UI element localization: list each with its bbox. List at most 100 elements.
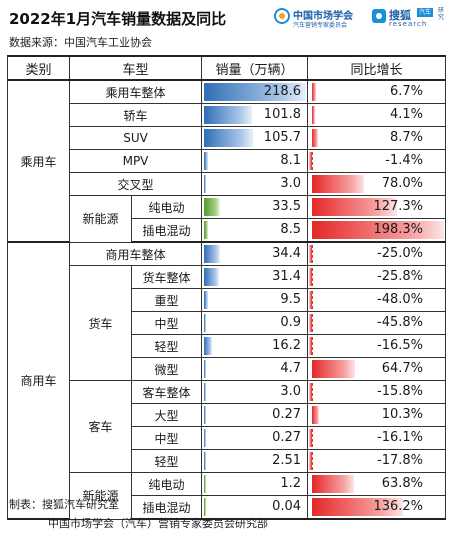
yoy-value: 4.1% <box>389 107 424 122</box>
yoy-cell: 6.7% <box>307 79 447 104</box>
yoy-value: 63.8% <box>381 476 424 491</box>
yoy-zero-axis <box>312 245 314 263</box>
yoy-bar <box>309 337 313 355</box>
sales-table: 类别 车型 销量（万辆） 同比增长 乘用车 乘用车整体 218.6 6.7% 轿车 101… <box>7 55 447 520</box>
sales-bar <box>204 452 207 470</box>
yoy-bar <box>309 429 313 447</box>
model-cell: 轻型 <box>130 449 203 473</box>
cmas-logo: 中国市场学会 汽车营销专家委员会 <box>274 6 368 32</box>
sales-value: 31.4 <box>272 269 302 284</box>
sales-cell: 0.04 <box>201 495 309 520</box>
table-row: 货车 货车整体 31.4 -25.8% <box>8 265 447 381</box>
sales-bar <box>204 152 208 170</box>
yoy-bar <box>312 129 318 147</box>
sales-bar <box>204 360 207 378</box>
page-title: 2022年1月汽车销量数据及同比 <box>9 10 227 28</box>
sales-value: 0.9 <box>280 315 302 330</box>
sales-cell: 218.6 <box>201 79 309 104</box>
sales-cell: 0.9 <box>201 311 309 335</box>
sales-value: 2.51 <box>272 453 302 468</box>
sales-bar <box>204 198 220 216</box>
model-cell: MPV <box>68 149 203 173</box>
sales-value: 33.5 <box>272 199 302 214</box>
sales-bar <box>204 314 207 332</box>
table-row: 新能源 纯电动 1.2 63.8% <box>8 472 447 520</box>
sales-value: 8.5 <box>280 222 302 237</box>
subgroup-cell: 新能源 <box>69 195 132 243</box>
sales-bar <box>204 429 207 447</box>
table-row: 中型 0.27 -16.1% <box>8 426 447 450</box>
cmas-logo-icon <box>274 8 290 24</box>
yoy-cell: -16.1% <box>307 426 447 450</box>
model-cell: 大型 <box>130 403 203 427</box>
sales-value: 34.4 <box>272 246 302 261</box>
sales-cell: 8.1 <box>201 149 309 173</box>
sales-value: 3.0 <box>280 176 302 191</box>
yoy-zero-axis <box>312 314 314 332</box>
yoy-value: -1.4% <box>385 153 424 168</box>
sales-value: 218.6 <box>263 84 302 99</box>
subgroup-cell: 客车 <box>69 380 132 473</box>
sales-cell: 8.5 <box>201 218 309 243</box>
yoy-bar <box>312 198 397 216</box>
table-row: 新能源 纯电动 33.5 127.3% <box>8 195 447 243</box>
model-cell: 中型 <box>130 426 203 450</box>
sales-bar <box>204 498 207 516</box>
yoy-cell: -48.0% <box>307 288 447 312</box>
sales-bar <box>204 106 252 124</box>
header-sales: 销量（万辆） <box>201 55 309 81</box>
sales-value: 3.0 <box>280 384 302 399</box>
model-cell: 乘用车整体 <box>68 79 203 104</box>
model-cell: 交叉型 <box>68 172 203 196</box>
footer-maker: 制表：搜狐汽车研究室 <box>9 498 119 511</box>
yoy-zero-axis <box>312 291 314 309</box>
yoy-bar <box>312 360 356 378</box>
header: 2022年1月汽车销量数据及同比 数据来源：中国汽车工业协会 中国市场学会 汽车… <box>0 0 451 54</box>
sohu-logo: 搜狐 汽车 research 研究 <box>372 6 448 32</box>
table-row: 商用车 商用车整体 34.4 -25.0% <box>7 241 447 520</box>
sohu-logo-subtitle: research <box>389 20 428 28</box>
yoy-value: 8.7% <box>389 130 424 145</box>
sales-value: 1.2 <box>280 476 302 491</box>
yoy-bar <box>309 268 313 286</box>
sales-bar <box>204 406 207 424</box>
yoy-zero-axis <box>312 429 314 447</box>
sales-value: 9.5 <box>280 292 302 307</box>
sales-value: 0.27 <box>272 430 302 445</box>
table-body: 乘用车 乘用车整体 218.6 6.7% 轿车 101.8 4.1% SUV 105.7 8.7%… <box>7 79 447 520</box>
model-cell: 微型 <box>130 357 203 381</box>
sales-value: 101.8 <box>263 107 302 122</box>
yoy-cell: -25.0% <box>307 241 447 266</box>
table-row: 重型 9.5 -48.0% <box>8 288 447 312</box>
footer-org: 中国市场学会（汽车）营销专家委员会研究部 <box>48 517 268 530</box>
yoy-cell: -45.8% <box>307 311 447 335</box>
sales-bar <box>204 221 208 239</box>
yoy-value: -45.8% <box>377 315 424 330</box>
sales-value: 0.27 <box>272 407 302 422</box>
yoy-cell: 127.3% <box>307 195 447 219</box>
yoy-bar <box>309 383 313 401</box>
sales-cell: 4.7 <box>201 357 309 381</box>
yoy-bar <box>312 106 315 124</box>
sales-bar <box>204 129 254 147</box>
yoy-value: 6.7% <box>389 84 424 99</box>
table-header-row: 类别 车型 销量（万辆） 同比增长 <box>7 55 447 81</box>
model-cell: SUV <box>68 126 203 150</box>
sohu-logo-side-text: 研究 <box>438 7 445 21</box>
cmas-logo-name: 中国市场学会 <box>293 11 353 22</box>
sales-bar <box>204 475 207 493</box>
yoy-cell: 64.7% <box>307 357 447 381</box>
sales-value: 0.04 <box>272 499 302 514</box>
yoy-cell: -15.8% <box>307 380 447 404</box>
sohu-logo-icon <box>372 9 386 23</box>
yoy-value: -17.8% <box>377 453 424 468</box>
yoy-bar <box>312 83 317 101</box>
sohu-logo-name: 搜狐 <box>389 9 411 22</box>
yoy-bar <box>309 452 313 470</box>
sales-cell: 105.7 <box>201 126 309 150</box>
model-cell: 商用车整体 <box>68 241 203 266</box>
yoy-cell: 10.3% <box>307 403 447 427</box>
yoy-zero-axis <box>312 452 314 470</box>
table-row: SUV 105.7 8.7% <box>8 126 447 150</box>
sales-cell: 31.4 <box>201 265 309 289</box>
